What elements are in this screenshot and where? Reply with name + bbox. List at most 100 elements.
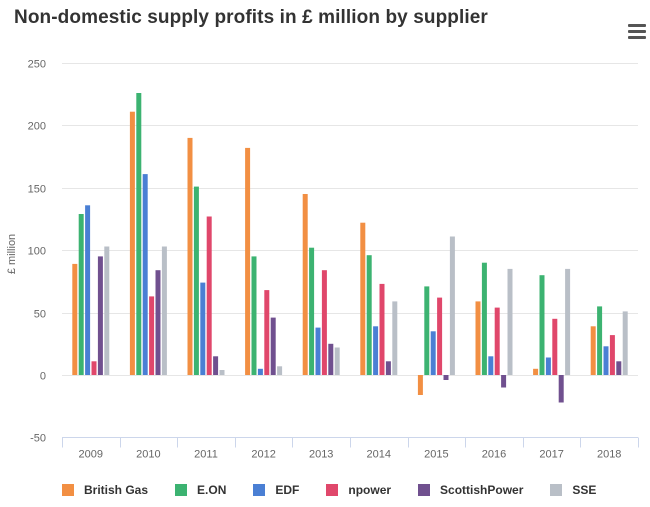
bar[interactable] <box>449 236 455 376</box>
x-tick-label: 2018 <box>597 449 621 461</box>
bar[interactable] <box>334 347 340 376</box>
bar[interactable] <box>379 283 385 375</box>
x-tick-label: 2013 <box>309 449 333 461</box>
bar[interactable] <box>501 375 507 388</box>
bar[interactable] <box>193 186 199 375</box>
x-tick-label: 2017 <box>539 449 563 461</box>
bar[interactable] <box>366 255 372 375</box>
bar[interactable] <box>475 301 481 375</box>
bar[interactable] <box>155 270 161 375</box>
y-tick-label: 250 <box>28 59 46 71</box>
bar[interactable] <box>161 246 167 376</box>
bar[interactable] <box>597 306 603 375</box>
bar[interactable] <box>97 256 103 375</box>
bar[interactable] <box>373 326 379 375</box>
legend-item[interactable]: E.ON <box>175 483 226 497</box>
bar[interactable] <box>488 356 494 375</box>
legend-swatch <box>62 484 74 496</box>
x-tick-label: 2011 <box>194 449 218 461</box>
y-axis-label: £ million <box>6 234 18 274</box>
bar[interactable] <box>603 346 609 375</box>
bar[interactable] <box>558 375 564 403</box>
bar[interactable] <box>264 290 270 375</box>
y-tick-label: 200 <box>28 121 46 133</box>
bar[interactable] <box>85 205 91 375</box>
bar[interactable] <box>590 326 596 375</box>
legend-label: E.ON <box>197 483 227 497</box>
legend-label: British Gas <box>84 483 149 497</box>
hamburger-menu-icon[interactable] <box>628 24 646 40</box>
bar[interactable] <box>609 335 615 375</box>
bar[interactable] <box>206 216 212 376</box>
y-axis: -50 0 50 100 150 200 250 <box>28 59 46 445</box>
bar[interactable] <box>328 343 334 375</box>
grid-lines <box>62 63 638 438</box>
bar[interactable] <box>321 270 327 375</box>
bar[interactable] <box>533 368 539 375</box>
legend-label: ScottishPower <box>440 483 524 497</box>
bar[interactable] <box>78 214 84 375</box>
bar[interactable] <box>136 93 142 375</box>
bar[interactable] <box>545 357 551 376</box>
bar[interactable] <box>430 331 436 375</box>
bar[interactable] <box>200 282 206 375</box>
x-tick-label: 2016 <box>482 449 506 461</box>
bar[interactable] <box>437 297 443 375</box>
legend-item[interactable]: ScottishPower <box>418 483 523 497</box>
bar[interactable] <box>309 247 315 375</box>
bar[interactable] <box>245 147 251 375</box>
bar[interactable] <box>481 262 487 375</box>
legend-swatch <box>418 484 431 496</box>
y-tick-label: 100 <box>28 246 46 258</box>
bar[interactable] <box>360 222 366 375</box>
legend-swatch <box>326 484 339 496</box>
y-tick-label: 0 <box>40 371 46 383</box>
bar[interactable] <box>302 194 308 375</box>
bar[interactable] <box>277 366 283 375</box>
bar[interactable] <box>104 246 110 376</box>
bar[interactable] <box>443 375 449 380</box>
bar[interactable] <box>315 327 321 375</box>
bar[interactable] <box>565 268 571 375</box>
bar[interactable] <box>494 307 500 375</box>
bar[interactable] <box>187 137 193 375</box>
legend-swatch <box>550 484 563 496</box>
bar[interactable] <box>417 375 423 395</box>
legend-label: npower <box>348 483 392 497</box>
bar[interactable] <box>149 296 155 375</box>
x-tick-label: 2012 <box>251 449 275 461</box>
x-tick-label: 2010 <box>136 449 160 461</box>
bar[interactable] <box>219 370 225 375</box>
bar[interactable] <box>270 317 276 375</box>
bar[interactable] <box>213 356 219 375</box>
bar[interactable] <box>91 361 97 375</box>
legend-swatch <box>175 484 188 496</box>
bar[interactable] <box>385 361 391 375</box>
bar[interactable] <box>622 311 628 375</box>
chart-title: Non-domestic supply profits in £ million… <box>14 7 488 28</box>
legend-swatch <box>253 484 266 496</box>
bars <box>72 93 628 403</box>
x-tick-label: 2015 <box>424 449 448 461</box>
bar[interactable] <box>539 275 545 375</box>
x-tick-label: 2014 <box>367 449 391 461</box>
legend-item[interactable]: SSE <box>550 483 596 497</box>
legend-item[interactable]: EDF <box>253 483 299 497</box>
bar[interactable] <box>616 361 622 375</box>
legend-item[interactable]: npower <box>326 483 391 497</box>
bar[interactable] <box>392 301 398 375</box>
bar[interactable] <box>552 318 558 375</box>
bar[interactable] <box>142 174 148 375</box>
x-tick-label: 2009 <box>79 449 103 461</box>
bar[interactable] <box>129 111 135 375</box>
y-tick-label: -50 <box>30 433 46 445</box>
bar[interactable] <box>424 286 430 375</box>
bar[interactable] <box>257 368 263 375</box>
legend-label: EDF <box>275 483 300 497</box>
y-tick-label: 50 <box>34 309 46 321</box>
bar[interactable] <box>251 256 257 375</box>
legend-label: SSE <box>572 483 597 497</box>
bar[interactable] <box>507 268 513 375</box>
legend-item[interactable]: British Gas <box>62 483 148 497</box>
bar[interactable] <box>72 263 78 375</box>
